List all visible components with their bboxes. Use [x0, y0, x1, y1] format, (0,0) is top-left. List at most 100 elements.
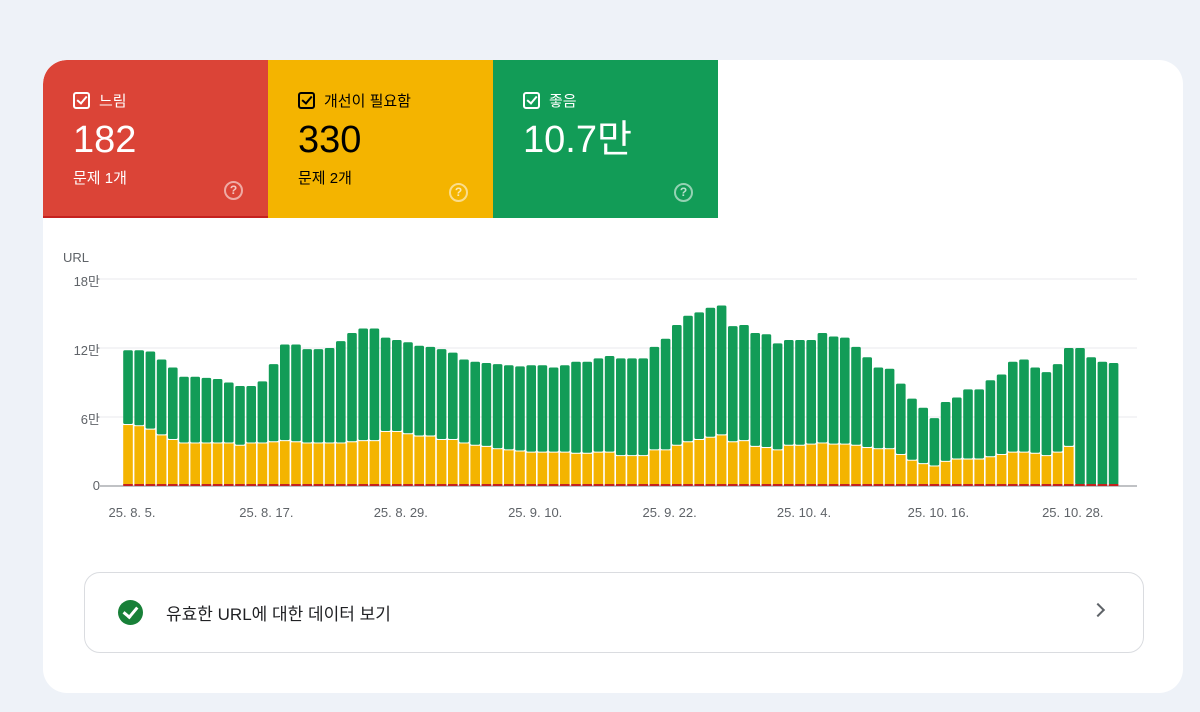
bar-segment-slow[interactable] — [436, 484, 447, 486]
bar-segment-needs-improvement[interactable] — [817, 443, 828, 485]
bar-segment-slow[interactable] — [156, 484, 167, 486]
bar-segment-slow[interactable] — [448, 484, 458, 486]
bar-segment-good[interactable] — [884, 368, 895, 449]
bar-segment-good[interactable] — [627, 358, 637, 456]
bar-segment-slow[interactable] — [907, 484, 917, 486]
bar-segment-good[interactable] — [649, 346, 660, 450]
bar-segment-slow[interactable] — [761, 484, 772, 486]
bar-segment-good[interactable] — [582, 361, 592, 453]
bar-segment-needs-improvement[interactable] — [963, 459, 973, 485]
bar-segment-needs-improvement[interactable] — [156, 435, 167, 485]
bar-segment-slow[interactable] — [952, 484, 962, 486]
bar-segment-needs-improvement[interactable] — [291, 442, 301, 485]
bar-segment-needs-improvement[interactable] — [268, 442, 279, 485]
bar-segment-good[interactable] — [515, 366, 525, 451]
bar-segment-good[interactable] — [716, 305, 727, 435]
bar-segment-slow[interactable] — [425, 484, 436, 486]
bar-segment-good[interactable] — [235, 385, 245, 445]
bar-segment-good[interactable] — [123, 350, 133, 425]
bar-segment-slow[interactable] — [974, 484, 984, 486]
bar-segment-good[interactable] — [302, 349, 312, 443]
bar-segment-needs-improvement[interactable] — [235, 445, 245, 485]
bar-segment-slow[interactable] — [649, 484, 660, 486]
bar-segment-needs-improvement[interactable] — [537, 452, 548, 485]
bar-segment-slow[interactable] — [817, 484, 828, 486]
bar-segment-needs-improvement[interactable] — [660, 450, 671, 485]
bar-segment-good[interactable] — [694, 312, 704, 439]
tile-slow[interactable]: 느림 182 문제 1개 ? — [43, 60, 268, 218]
bar-segment-good[interactable] — [156, 359, 167, 435]
bar-segment-good[interactable] — [593, 358, 604, 452]
bar-segment-good[interactable] — [828, 336, 839, 444]
bar-segment-needs-improvement[interactable] — [851, 445, 861, 485]
bar-segment-slow[interactable] — [884, 484, 895, 486]
bar-segment-good[interactable] — [403, 342, 413, 434]
bar-segment-needs-improvement[interactable] — [828, 444, 839, 485]
bar-segment-slow[interactable] — [212, 484, 223, 486]
bar-segment-slow[interactable] — [492, 484, 503, 486]
bar-segment-needs-improvement[interactable] — [548, 452, 559, 485]
bar-segment-needs-improvement[interactable] — [414, 436, 424, 485]
bar-segment-slow[interactable] — [358, 484, 368, 486]
bar-segment-slow[interactable] — [257, 484, 268, 486]
bar-segment-slow[interactable] — [929, 484, 940, 486]
bar-segment-needs-improvement[interactable] — [1041, 456, 1052, 485]
bar-segment-good[interactable] — [1008, 361, 1018, 452]
bar-segment-needs-improvement[interactable] — [806, 444, 816, 485]
bar-segment-needs-improvement[interactable] — [403, 434, 413, 485]
bar-segment-needs-improvement[interactable] — [515, 451, 525, 485]
bar-segment-good[interactable] — [168, 367, 178, 439]
bar-segment-needs-improvement[interactable] — [896, 454, 906, 485]
bar-segment-slow[interactable] — [660, 484, 671, 486]
bar-segment-needs-improvement[interactable] — [873, 449, 884, 485]
bar-segment-slow[interactable] — [537, 484, 548, 486]
bar-segment-slow[interactable] — [548, 484, 559, 486]
bar-segment-needs-improvement[interactable] — [1064, 446, 1074, 485]
bar-segment-needs-improvement[interactable] — [784, 445, 794, 485]
bar-segment-good[interactable] — [190, 376, 200, 443]
bar-segment-good[interactable] — [940, 402, 951, 461]
bar-segment-needs-improvement[interactable] — [582, 453, 592, 485]
bar-segment-slow[interactable] — [985, 484, 996, 486]
bar-segment-slow[interactable] — [571, 484, 581, 486]
bar-segment-slow[interactable] — [1030, 484, 1040, 486]
bar-segment-slow[interactable] — [795, 484, 805, 486]
bar-segment-slow[interactable] — [515, 484, 525, 486]
bar-segment-slow[interactable] — [268, 484, 279, 486]
bar-segment-good[interactable] — [705, 307, 716, 437]
bar-segment-good[interactable] — [896, 383, 906, 454]
bar-segment-needs-improvement[interactable] — [134, 426, 144, 485]
bar-segment-needs-improvement[interactable] — [683, 442, 693, 485]
bar-segment-needs-improvement[interactable] — [728, 442, 738, 485]
bar-segment-needs-improvement[interactable] — [481, 446, 492, 485]
checkbox-icon[interactable] — [523, 91, 540, 109]
bar-segment-good[interactable] — [672, 325, 682, 445]
bar-segment-slow[interactable] — [190, 484, 200, 486]
bar-segment-good[interactable] — [862, 357, 872, 448]
bar-segment-slow[interactable] — [627, 484, 637, 486]
bar-segment-good[interactable] — [840, 337, 850, 444]
bar-segment-good[interactable] — [795, 339, 805, 445]
bar-segment-slow[interactable] — [806, 484, 816, 486]
tile-good[interactable]: 좋음 10.7만 ? — [493, 60, 718, 218]
bar-segment-needs-improvement[interactable] — [739, 441, 749, 485]
bar-segment-needs-improvement[interactable] — [212, 443, 223, 485]
bar-segment-good[interactable] — [448, 352, 458, 439]
bar-segment-good[interactable] — [414, 345, 424, 436]
bar-segment-good[interactable] — [1075, 348, 1085, 485]
bar-segment-needs-improvement[interactable] — [1052, 452, 1063, 485]
bar-segment-good[interactable] — [224, 382, 234, 443]
bar-segment-good[interactable] — [560, 365, 570, 452]
bar-segment-good[interactable] — [436, 349, 447, 439]
bar-segment-needs-improvement[interactable] — [571, 453, 581, 485]
bar-segment-slow[interactable] — [873, 484, 884, 486]
bar-segment-needs-improvement[interactable] — [1030, 453, 1040, 485]
bar-segment-slow[interactable] — [168, 484, 178, 486]
bar-segment-needs-improvement[interactable] — [716, 435, 727, 485]
bar-segment-slow[interactable] — [414, 484, 424, 486]
bar-segment-good[interactable] — [728, 326, 738, 442]
help-icon[interactable]: ? — [449, 183, 468, 202]
bar-segment-needs-improvement[interactable] — [694, 440, 704, 485]
bar-segment-needs-improvement[interactable] — [952, 459, 962, 485]
bar-segment-needs-improvement[interactable] — [761, 448, 772, 485]
